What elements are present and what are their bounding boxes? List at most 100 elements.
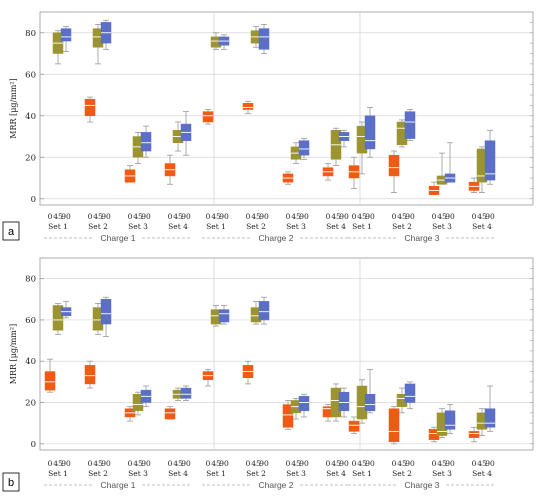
angle-label: 0 xyxy=(472,459,477,468)
box-charge-3-set-4-90 xyxy=(484,385,496,432)
box-body xyxy=(348,420,360,432)
angle-label: 90 xyxy=(61,212,71,221)
box-charge-2-set-2-0 xyxy=(242,100,254,115)
angle-label: 90 xyxy=(259,212,269,221)
box-charge-2-set-1-0 xyxy=(202,369,214,387)
angle-label: 90 xyxy=(445,459,455,468)
angle-label: 45 xyxy=(477,212,487,221)
box-charge-2-set-1-90 xyxy=(218,305,230,325)
angle-label: 0 xyxy=(326,212,331,221)
box-charge-3-set-3-90 xyxy=(444,142,456,183)
angle-label: 45 xyxy=(211,459,221,468)
box-charge-2-set-4-0 xyxy=(322,163,334,181)
angle-label: 0 xyxy=(206,212,211,221)
box-charge-3-set-4-90 xyxy=(484,129,496,185)
angle-label: 90 xyxy=(339,459,349,468)
angle-label: 90 xyxy=(181,459,191,468)
box-charge-2-set-1-90 xyxy=(218,34,230,50)
angle-label: 0 xyxy=(326,459,331,468)
y-axis-label: MRR [μg/mm²] xyxy=(9,78,18,138)
box-charge-3-set-4-0 xyxy=(468,426,480,443)
box-charge-3-set-3-90 xyxy=(444,404,456,434)
set-label: Set 3 xyxy=(128,222,148,231)
box-charge-1-set-2-0 xyxy=(84,360,96,389)
angle-label: 0 xyxy=(392,459,397,468)
set-label: Set 3 xyxy=(286,469,306,478)
angle-label: 0 xyxy=(168,212,173,221)
box-body xyxy=(140,132,152,152)
box-charge-2-set-2-45 xyxy=(250,26,262,48)
set-label: Set 2 xyxy=(246,469,266,478)
box-body xyxy=(468,431,480,438)
box-charge-3-set-2-90 xyxy=(404,109,416,142)
box-body xyxy=(202,111,214,123)
angle-label: 0 xyxy=(352,212,357,221)
panel-label-box xyxy=(2,221,20,241)
box-body xyxy=(298,140,310,156)
set-label: Set 1 xyxy=(48,469,68,478)
box-body xyxy=(484,408,496,428)
angle-label: 0 xyxy=(246,459,251,468)
set-label: Set 1 xyxy=(352,469,372,478)
angle-label: 0 xyxy=(286,459,291,468)
box-body xyxy=(164,408,176,420)
box-body xyxy=(180,387,192,399)
box-charge-2-set-4-45 xyxy=(330,127,342,166)
charge-label: Charge 2 xyxy=(259,233,294,243)
box-body xyxy=(484,140,496,181)
box-charge-2-set-2-90 xyxy=(258,296,270,325)
angle-label: 90 xyxy=(405,212,415,221)
angle-label: 0 xyxy=(88,459,93,468)
box-body xyxy=(388,408,400,442)
angle-label: 45 xyxy=(437,459,447,468)
angle-label: 45 xyxy=(357,212,367,221)
y-tick-label: 0 xyxy=(31,440,36,450)
angle-label: 45 xyxy=(211,212,221,221)
box-charge-3-set-1-90 xyxy=(364,107,376,158)
angle-label: 0 xyxy=(392,212,397,221)
y-tick-label: 20 xyxy=(25,153,36,163)
charge-label: Charge 1 xyxy=(101,480,136,490)
set-label: Set 3 xyxy=(286,222,306,231)
box-charge-2-set-4-45 xyxy=(330,383,342,422)
set-label: Set 2 xyxy=(392,222,412,231)
box-body xyxy=(338,391,350,412)
angle-label: 45 xyxy=(173,459,183,468)
angle-label: 0 xyxy=(432,459,437,468)
set-label: Set 4 xyxy=(472,469,492,478)
box-charge-3-set-2-90 xyxy=(404,381,416,410)
angle-label: 0 xyxy=(286,212,291,221)
angle-label: 0 xyxy=(246,212,251,221)
angle-label: 45 xyxy=(437,212,447,221)
set-label: Set 3 xyxy=(128,469,148,478)
box-charge-1-set-2-0 xyxy=(84,96,96,123)
box-body xyxy=(298,396,310,412)
box-charge-3-set-1-90 xyxy=(364,369,376,414)
set-label: Set 1 xyxy=(206,469,226,478)
box-body xyxy=(60,28,72,42)
box-charge-2-set-3-90 xyxy=(298,393,310,418)
angle-label: 90 xyxy=(61,459,71,468)
box-charge-1-set-4-0 xyxy=(164,154,176,185)
y-tick-label: 80 xyxy=(25,275,36,285)
box-charge-2-set-3-90 xyxy=(298,138,310,160)
angle-label: 90 xyxy=(339,212,349,221)
angle-label: 0 xyxy=(48,459,53,468)
angle-label: 90 xyxy=(485,212,495,221)
set-label: Set 3 xyxy=(432,469,452,478)
box-charge-2-set-1-45 xyxy=(210,32,222,50)
angle-label: 0 xyxy=(168,459,173,468)
angle-label: 90 xyxy=(219,212,229,221)
angle-label: 90 xyxy=(101,212,111,221)
box-body xyxy=(404,383,416,403)
box-charge-1-set-3-0 xyxy=(124,165,136,183)
set-label: Set 4 xyxy=(168,222,188,231)
angle-label: 90 xyxy=(101,459,111,468)
panel-label: a xyxy=(8,226,15,238)
angle-label: 0 xyxy=(48,212,53,221)
box-charge-2-set-3-0 xyxy=(282,400,294,430)
box-body xyxy=(44,371,56,391)
set-label: Set 2 xyxy=(88,222,108,231)
